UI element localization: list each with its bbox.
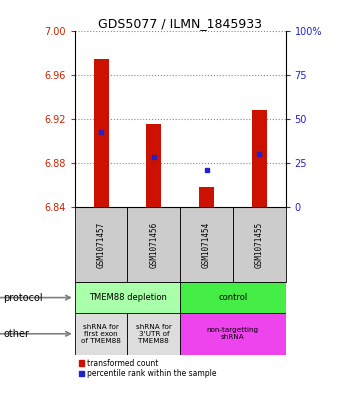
Text: other: other (3, 329, 29, 339)
Text: GSM1071455: GSM1071455 (255, 221, 264, 268)
Text: GSM1071454: GSM1071454 (202, 221, 211, 268)
Bar (180, 283, 286, 313)
Text: non-targetting
shRNA: non-targetting shRNA (207, 327, 259, 340)
Text: protocol: protocol (3, 293, 43, 303)
Bar (128, 207, 180, 283)
Bar (199, 187, 214, 207)
Bar (180, 313, 286, 355)
Bar (180, 207, 233, 283)
Legend: transformed count, percentile rank within the sample: transformed count, percentile rank withi… (79, 358, 217, 378)
Text: TMEM88 depletion: TMEM88 depletion (88, 293, 167, 302)
Bar (147, 125, 161, 207)
Bar (128, 313, 180, 355)
Bar (75, 313, 128, 355)
Text: shRNA for
first exon
of TMEM88: shRNA for first exon of TMEM88 (81, 324, 121, 344)
Title: GDS5077 / ILMN_1845933: GDS5077 / ILMN_1845933 (98, 17, 262, 30)
Text: GSM1071456: GSM1071456 (149, 221, 158, 268)
Bar (233, 207, 286, 283)
Text: shRNA for
3'UTR of
TMEM88: shRNA for 3'UTR of TMEM88 (136, 324, 172, 344)
Bar (75, 207, 128, 283)
Bar (94, 59, 108, 207)
Text: control: control (218, 293, 248, 302)
Bar (75, 283, 180, 313)
Bar (252, 110, 267, 207)
Text: GSM1071457: GSM1071457 (97, 221, 106, 268)
